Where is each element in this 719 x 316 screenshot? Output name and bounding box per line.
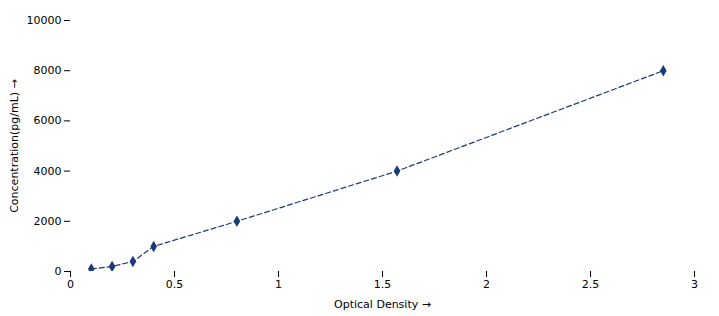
svg-text:8000: 8000	[34, 64, 62, 77]
svg-text:3: 3	[691, 278, 698, 291]
svg-text:4000: 4000	[34, 165, 62, 178]
svg-text:2000: 2000	[34, 215, 62, 228]
svg-text:Concentration(pg/mL) →: Concentration(pg/mL) →	[8, 79, 21, 213]
svg-text:1: 1	[275, 278, 282, 291]
svg-text:1.5: 1.5	[374, 278, 392, 291]
svg-text:0: 0	[55, 265, 62, 278]
svg-text:0.5: 0.5	[166, 278, 184, 291]
svg-text:2.5: 2.5	[582, 278, 600, 291]
svg-text:Optical Density →: Optical Density →	[334, 298, 431, 311]
svg-text:6000: 6000	[34, 114, 62, 127]
svg-text:2: 2	[483, 278, 490, 291]
svg-text:10000: 10000	[27, 14, 62, 27]
svg-text:0: 0	[67, 278, 74, 291]
